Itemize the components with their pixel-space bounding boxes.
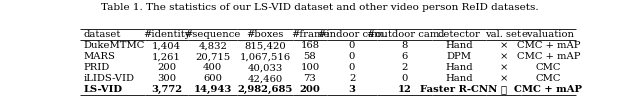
Text: Table 1. The statistics of our LS-VID dataset and other video person ReID datase: Table 1. The statistics of our LS-VID da…: [101, 3, 539, 12]
